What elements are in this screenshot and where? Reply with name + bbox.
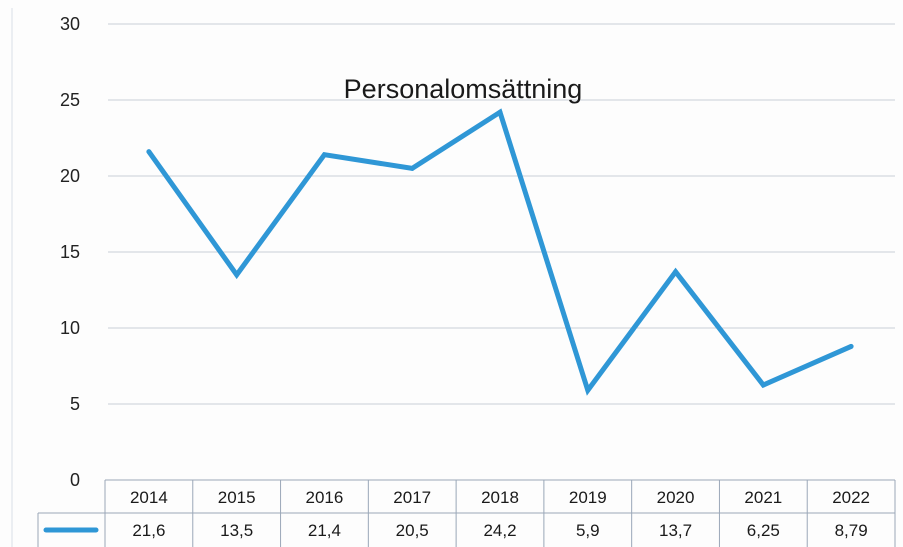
x-tick-label: 2014 bbox=[130, 488, 168, 507]
data-label: 13,7 bbox=[659, 521, 692, 540]
data-label: 20,5 bbox=[396, 521, 429, 540]
data-point bbox=[760, 382, 766, 388]
gridlines bbox=[108, 23, 895, 405]
y-tick-label: 15 bbox=[60, 242, 80, 262]
y-tick-label: 30 bbox=[60, 14, 80, 34]
data-label: 8,79 bbox=[835, 521, 868, 540]
y-tick-label: 25 bbox=[60, 90, 80, 110]
data-label: 21,4 bbox=[308, 521, 341, 540]
x-tick-label: 2017 bbox=[393, 488, 431, 507]
data-table: 2014 21,6 2015 13,5 2016 21,4 2017 20,5 2018 24,2… bbox=[37, 479, 896, 547]
x-tick-label: 2019 bbox=[569, 488, 607, 507]
data-point bbox=[322, 152, 327, 158]
data-label: 24,2 bbox=[483, 521, 516, 540]
x-tick-label: 2015 bbox=[218, 488, 256, 507]
y-tick-label: 5 bbox=[70, 394, 80, 414]
chart-title: Personalomsättning bbox=[344, 74, 583, 104]
data-point bbox=[409, 166, 415, 171]
y-tick-label: 10 bbox=[60, 318, 80, 338]
x-tick-label: 2016 bbox=[306, 488, 344, 507]
y-tick-label: 20 bbox=[60, 166, 80, 186]
x-tick-label: 2021 bbox=[744, 488, 782, 507]
x-tick-label: 2018 bbox=[481, 488, 519, 507]
data-label: 5,9 bbox=[576, 521, 600, 540]
data-label: 21,6 bbox=[132, 521, 165, 540]
y-tick-label: 0 bbox=[70, 470, 80, 490]
data-label: 6,25 bbox=[747, 521, 780, 540]
data-point bbox=[848, 343, 854, 349]
data-point bbox=[585, 387, 591, 393]
data-point bbox=[146, 149, 152, 155]
y-axis-ticks: 0 5 10 15 20 25 30 bbox=[60, 14, 80, 490]
x-tick-label: 2022 bbox=[832, 488, 870, 507]
data-label: 13,5 bbox=[220, 521, 253, 540]
series-line bbox=[146, 108, 854, 396]
data-point bbox=[497, 109, 503, 115]
data-point bbox=[234, 272, 240, 278]
x-tick-label: 2020 bbox=[657, 488, 695, 507]
data-point bbox=[673, 269, 678, 275]
